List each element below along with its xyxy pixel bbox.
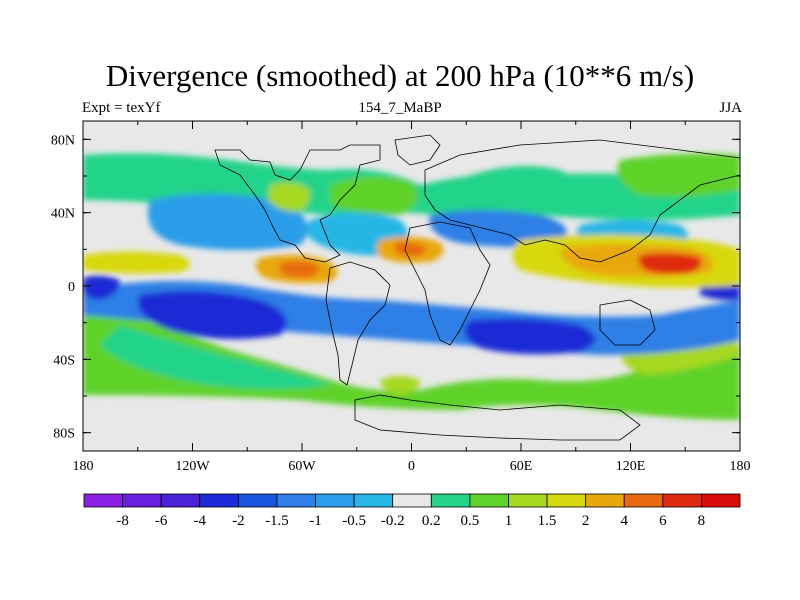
colorbar-label: 6 (659, 513, 667, 529)
colorbar-swatch (469, 493, 509, 508)
warm-region-north-america (268, 182, 311, 212)
south-america-outline (325, 261, 391, 386)
warm-region-africa-core (395, 242, 426, 257)
colorbar-label: -4 (194, 513, 207, 529)
x-tick-label: 180 (730, 459, 751, 474)
colorbar-label: -8 (116, 513, 129, 529)
green-region-pacific-north (617, 153, 740, 197)
x-tick-label: 120W (175, 459, 210, 474)
greenland-outline (394, 134, 441, 166)
colorbar-swatch (83, 493, 123, 508)
antarctica-outline (354, 394, 641, 441)
colorbar-label: 1.5 (538, 513, 557, 529)
colorbar-swatch (701, 493, 741, 508)
colorbar-label: 2 (582, 513, 590, 529)
chart-title: Divergence (smoothed) at 200 hPa (10**6 … (105, 58, 695, 93)
warm-region-west-pacific-core (638, 252, 702, 274)
green-region-asia (466, 166, 575, 212)
season-label: JJA (719, 100, 742, 116)
x-tick-label: 0 (408, 459, 415, 474)
colorbar-swatch (160, 493, 201, 508)
colorbar-swatch (199, 493, 239, 508)
north-america-outline (214, 144, 381, 263)
colorbar-swatch (122, 493, 162, 508)
y-tick-label: 40N (51, 207, 75, 222)
warm-region-south-atlantic (380, 376, 420, 395)
colorbar-label: 1 (505, 513, 513, 529)
divergence-field (83, 121, 740, 451)
colorbar-swatch (662, 493, 702, 508)
colorbar-label: -6 (155, 513, 168, 529)
colorbar-label: -1.5 (265, 513, 289, 529)
y-tick-label: 0 (68, 280, 75, 295)
case-label: 154_7_MaBP (358, 100, 442, 116)
green-region-north-atlantic (330, 176, 418, 215)
blue-region-north-pacific (148, 193, 308, 250)
warm-region-pacific-itcz (83, 251, 190, 274)
blue-region-west-pacific-equator (83, 275, 120, 300)
blue-region-south-indian-core (464, 318, 595, 355)
y-tick-label: 40S (53, 353, 75, 368)
x-tick-label: 180 (73, 459, 94, 474)
colorbar-swatch (546, 493, 587, 508)
experiment-label: Expt = texYf (82, 100, 161, 116)
x-tick-label: 120E (616, 459, 646, 474)
blue-region-eurasia (429, 210, 567, 248)
axis-tick-labels: 180 120W 60W 0 60E 120E 180 80N 40N 0 40S 80S (51, 133, 751, 474)
africa-outline (404, 221, 491, 346)
colorbar-swatch (508, 493, 548, 508)
colorbar-label: 0.2 (422, 513, 441, 529)
colorbar-swatch (623, 493, 664, 508)
y-tick-label: 80S (53, 427, 75, 442)
blue-region-south-pacific-core (138, 291, 287, 339)
australia-outline (599, 299, 656, 346)
colorbar-label: 0.5 (461, 513, 480, 529)
colorbar-label: 8 (698, 513, 706, 529)
continent-outlines (214, 134, 740, 441)
colorbar-swatch (430, 493, 471, 508)
colorbar-swatch (392, 493, 432, 508)
colorbar: -8 -6 -4 -2 -1.5 -1 -0.5 -0.2 0.2 0.5 1 1.5 2 4 6 8 (83, 493, 741, 529)
x-tick-label: 60E (510, 459, 533, 474)
warm-region-central-america-core (280, 260, 319, 278)
y-tick-label: 80N (51, 133, 75, 148)
colorbar-label: -2 (232, 513, 245, 529)
colorbar-label: -0.2 (381, 513, 405, 529)
colorbar-swatch (585, 493, 625, 508)
colorbar-label: -1 (309, 513, 322, 529)
colorbar-swatch (237, 493, 278, 508)
axis-ticks (82, 121, 741, 451)
colorbar-swatch (353, 493, 394, 508)
colorbar-swatch (315, 493, 355, 508)
colorbar-label: -0.5 (342, 513, 366, 529)
green-region-southern-band (83, 300, 740, 420)
green-region-southern-inner (100, 325, 330, 389)
x-tick-label: 60W (288, 459, 316, 474)
colorbar-swatch (276, 493, 316, 508)
colorbar-label: 4 (620, 513, 628, 529)
europe-asia-outline (424, 139, 740, 263)
